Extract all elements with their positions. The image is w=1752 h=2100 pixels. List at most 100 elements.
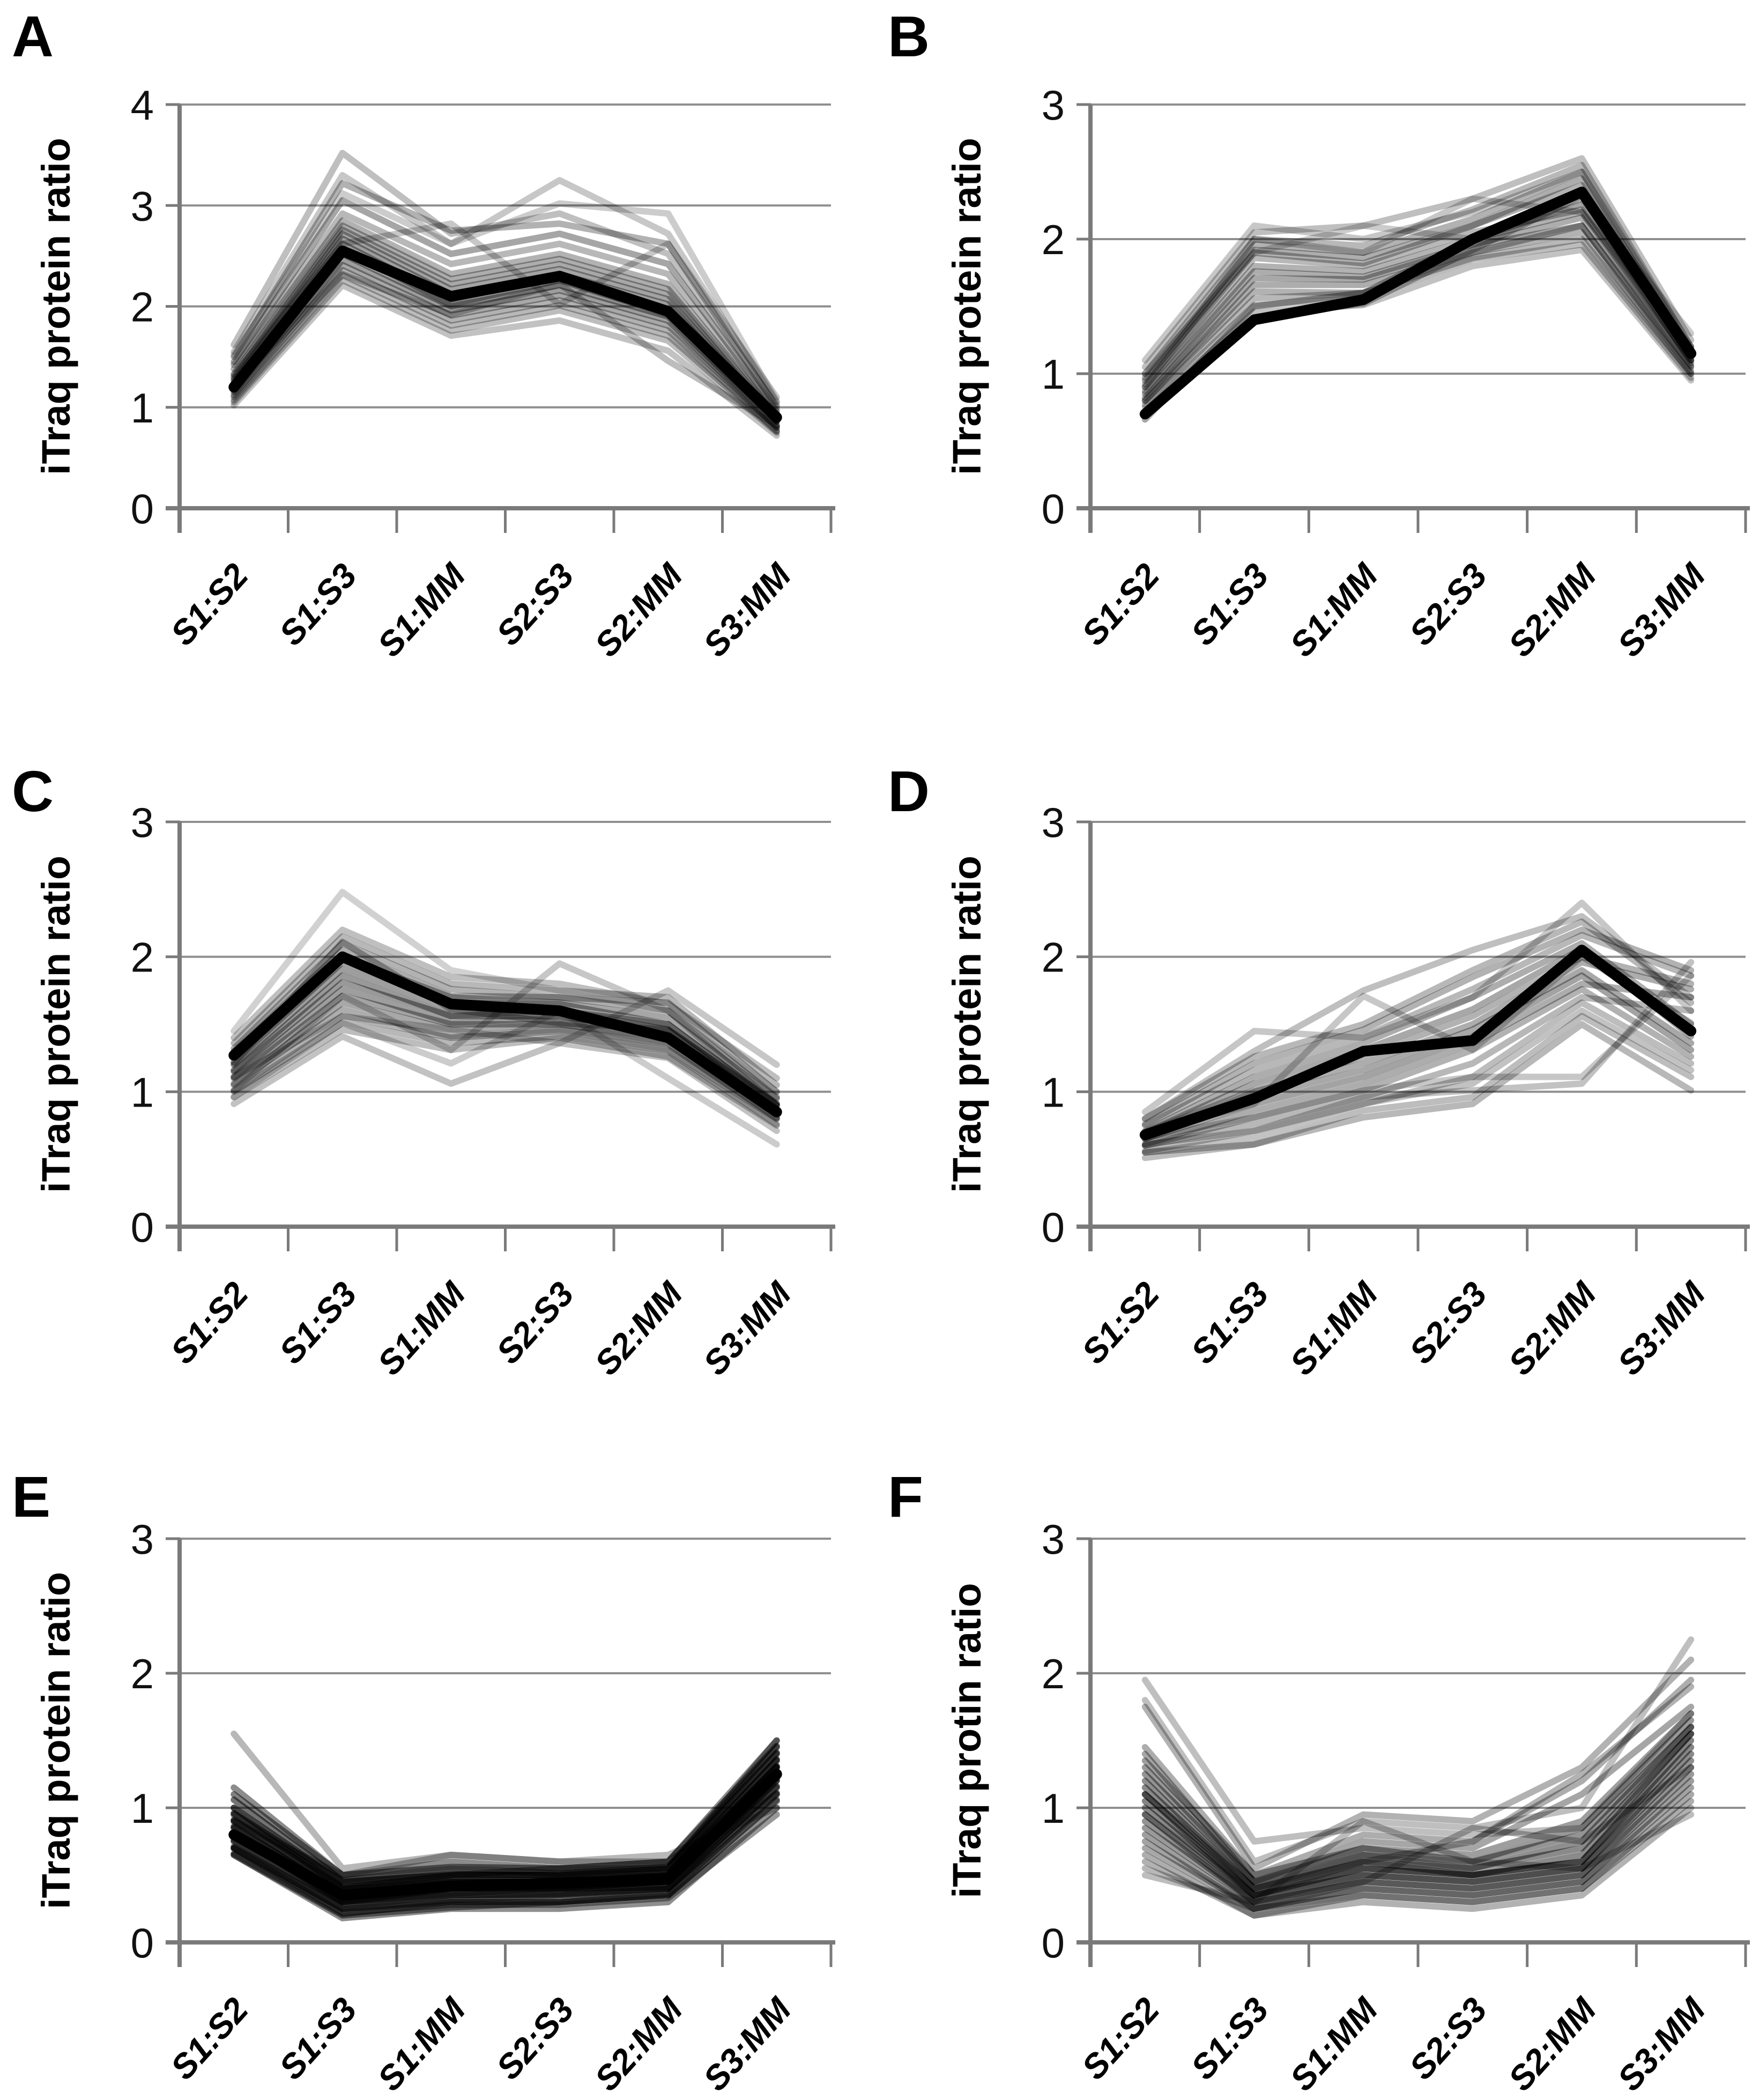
- protein-trace-line: [1141, 168, 1695, 363]
- y-axis-title: iTraq protein ratio: [34, 138, 78, 475]
- protein-trace-line: [231, 210, 780, 416]
- protein-trace-line: [231, 940, 780, 1095]
- x-category-label: S1:S3: [272, 556, 365, 652]
- x-category-label: S1:S3: [1183, 1990, 1276, 2087]
- x-category-label: S2:MM: [1501, 555, 1604, 664]
- y-tick-label: 1: [131, 384, 154, 432]
- protein-trace-line: [1141, 1724, 1695, 1892]
- x-category-label: S3:MM: [1610, 555, 1713, 664]
- x-category-label: S1:MM: [1282, 1990, 1386, 2098]
- panel-letter-E: E: [12, 1464, 51, 1529]
- protein-trace-line: [231, 190, 780, 405]
- x-category-label: S2:MM: [587, 555, 691, 664]
- panel-letter-F: F: [888, 1464, 923, 1529]
- panel-letter-D: D: [888, 759, 930, 823]
- protein-trace-line: [1141, 195, 1695, 391]
- x-category-label: S2:S3: [1402, 1990, 1495, 2087]
- y-tick-label: 3: [1042, 799, 1065, 846]
- panel-E: 0 1 2 3 iTraq protein ratio S1:S2 S1:S3 S1:MM S2…: [0, 1410, 876, 2100]
- protein-trace-line: [1141, 972, 1695, 1141]
- y-tick-label: 1: [131, 1068, 154, 1116]
- x-category-label: S2:S3: [489, 556, 582, 652]
- x-category-label: S2:MM: [1501, 1274, 1604, 1383]
- protein-trace-line: [231, 272, 780, 435]
- protein-trace-line: [1141, 209, 1695, 395]
- protein-trace-line: [231, 1805, 780, 1921]
- y-axis-title: iTraq protin ratio: [945, 1583, 989, 1898]
- mean-line: [228, 1769, 782, 1901]
- protein-trace-line: [231, 197, 780, 414]
- protein-trace-line: [1141, 926, 1695, 1127]
- y-tick-label: 1: [1042, 351, 1065, 398]
- protein-trace-line: [231, 266, 780, 434]
- protein-trace-line: [231, 222, 780, 421]
- protein-trace-line: [1141, 1777, 1695, 1912]
- protein-trace-line: [1141, 1703, 1695, 1886]
- panel-A: 0 1 2 3 4 iTraq protein ratio S1:S2 S1:S3 S1:MM S…: [0, 0, 876, 697]
- protein-trace-line: [1141, 981, 1695, 1148]
- y-axis-title: iTraq protein ratio: [945, 856, 989, 1193]
- mean-line: [1139, 187, 1697, 420]
- protein-trace-line: [1141, 1764, 1695, 1905]
- protein-trace-line: [1141, 994, 1695, 1149]
- y-axis-title: iTraq protein ratio: [945, 138, 989, 475]
- y-axis-title: iTraq protein ratio: [34, 1572, 78, 1909]
- y-tick-label: 2: [131, 934, 154, 981]
- protein-trace-line: [231, 172, 780, 406]
- x-category-label: S2:MM: [1501, 1990, 1604, 2098]
- x-category-label: S1:S2: [1074, 556, 1167, 652]
- x-category-label: S1:S3: [1183, 1274, 1276, 1371]
- x-category-label: S1:S2: [163, 1990, 256, 2087]
- protein-trace-line: [1141, 241, 1695, 411]
- panel-D: 0 1 2 3 iTraq protein ratio S1:S2 S1:S3 S1:MM S2…: [876, 697, 1752, 1410]
- protein-trace-line: [231, 1798, 780, 1919]
- x-category-label: S3:MM: [1610, 1274, 1713, 1383]
- protein-trace-line: [231, 217, 780, 419]
- x-category-label: S1:S2: [163, 556, 256, 652]
- protein-trace-line: [1141, 1764, 1695, 1912]
- protein-trace-line: [231, 1007, 780, 1148]
- y-tick-label: 3: [131, 799, 154, 846]
- protein-trace-line: [231, 277, 780, 436]
- protein-trace-line: [1141, 1676, 1695, 1845]
- panel-letter-A: A: [12, 4, 54, 69]
- protein-trace-line: [1141, 1750, 1695, 1899]
- protein-trace-line: [1141, 1724, 1695, 1886]
- panel-B: 0 1 2 3 iTraq protein ratio S1:S2 S1:S3 S1:MM S2…: [876, 0, 1752, 697]
- x-category-label: S2:S3: [1402, 1274, 1495, 1371]
- x-category-label: S1:MM: [370, 1990, 473, 2098]
- protein-trace-line: [1141, 247, 1695, 415]
- x-category-label: S2:S3: [1402, 556, 1495, 652]
- protein-trace-line: [1141, 1730, 1695, 1892]
- protein-trace-line: [231, 1811, 780, 1916]
- y-tick-label: 0: [131, 1919, 154, 1967]
- x-category-label: S1:MM: [1282, 555, 1386, 664]
- protein-trace-line: [1141, 1636, 1695, 1865]
- protein-trace-line: [1141, 1676, 1695, 1879]
- protein-trace-line: [231, 1796, 780, 1918]
- protein-trace-line: [231, 1026, 780, 1129]
- protein-trace-line: [1141, 161, 1695, 377]
- x-category-label: S1:S2: [1074, 1990, 1167, 2087]
- y-tick-label: 2: [131, 284, 154, 331]
- panel-C: 0 1 2 3 iTraq protein ratio S1:S2 S1:S3 S1:MM S2…: [0, 697, 876, 1410]
- x-category-label: S1:S3: [1183, 556, 1276, 652]
- y-tick-label: 2: [1042, 1650, 1065, 1697]
- protein-trace-line: [1141, 206, 1695, 391]
- protein-trace-line: [231, 987, 780, 1080]
- x-category-label: S1:S2: [1074, 1274, 1167, 1371]
- panel-F: 0 1 2 3 iTraq protin ratio S1:S2 S1:S3 S1:MM S2:…: [876, 1410, 1752, 2100]
- protein-trace-line: [1141, 1730, 1695, 1892]
- protein-trace-line: [231, 933, 780, 1088]
- protein-trace-line: [1141, 1744, 1695, 1899]
- protein-trace-line: [231, 262, 780, 431]
- protein-trace-line: [231, 1019, 780, 1127]
- protein-trace-line: [1141, 1737, 1695, 1899]
- mean-line: [228, 245, 782, 423]
- x-category-label: S1:S2: [163, 1274, 256, 1371]
- mean-line: [228, 951, 782, 1118]
- y-tick-label: 1: [131, 1785, 154, 1832]
